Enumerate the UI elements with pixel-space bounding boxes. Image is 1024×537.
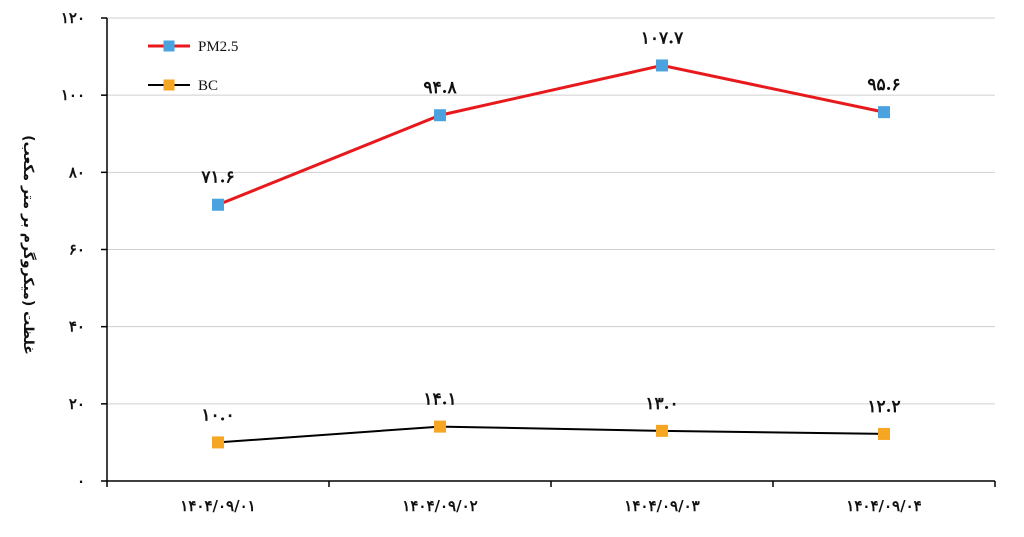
series — [212, 59, 890, 449]
data-label: ۱۰.۰ — [201, 405, 234, 425]
legend-marker-swatch — [163, 79, 175, 91]
x-tick-label: ۱۴۰۴/۰۹/۰۴ — [846, 497, 921, 515]
x-tick-label: ۱۴۰۴/۰۹/۰۱ — [180, 497, 255, 515]
data-point-marker — [878, 427, 890, 440]
data-label: ۷۱.۶ — [200, 168, 234, 188]
y-tick-label: ۲۰ — [69, 395, 85, 413]
data-point-marker — [656, 59, 668, 72]
data-label: ۱۴.۱ — [423, 390, 456, 410]
legend-label: BC — [198, 78, 218, 94]
data-point-marker — [656, 424, 668, 437]
series-line-bc — [217, 425, 885, 444]
data-label: ۱۲.۲ — [867, 397, 900, 417]
y-tick-label: ۱۰۰ — [61, 86, 85, 104]
legend-item: BC — [148, 78, 218, 94]
y-tick-label: ۴۰ — [69, 318, 85, 336]
y-tick-label: ۸۰ — [68, 163, 85, 181]
data-label: ۱۳.۰ — [645, 394, 678, 414]
legend: PM2.5 BC — [148, 39, 238, 94]
data-label: ۹۴.۸ — [423, 78, 457, 98]
data-label: ۱۰۷.۷ — [641, 28, 684, 48]
data-point-marker — [434, 109, 446, 122]
series-line-pm25 — [217, 63, 885, 207]
x-tick-label: ۱۴۰۴/۰۹/۰۳ — [624, 497, 699, 515]
legend-marker-swatch — [163, 40, 175, 52]
x-tick-label: ۱۴۰۴/۰۹/۰۲ — [402, 497, 477, 515]
data-label: ۹۵.۶ — [867, 75, 900, 95]
y-axis-label: غلظت (میکروگرم بر متر مکعب) — [20, 135, 37, 355]
legend-item: PM2.5 — [148, 39, 238, 55]
data-labels: ۷۱.۶ ۹۴.۸ ۱۰۷.۷ ۹۵.۶ ۱۰.۰ ۱۴.۱ ۱۳.۰ ۱۲.۲ — [200, 28, 900, 425]
y-tick-label: ۶۰ — [69, 241, 85, 259]
data-point-marker — [212, 436, 224, 449]
y-tick-label: ۰ — [77, 472, 85, 490]
data-point-marker — [878, 106, 890, 119]
y-tick-label: ۱۲۰ — [61, 9, 85, 27]
axes — [101, 17, 996, 487]
y-tick-labels: ۰ ۲۰ ۴۰ ۶۰ ۸۰ ۱۰۰ ۱۲۰ — [61, 9, 85, 490]
x-tick-labels: ۱۴۰۴/۰۹/۰۱ ۱۴۰۴/۰۹/۰۲ ۱۴۰۴/۰۹/۰۳ ۱۴۰۴/۰۹/۰۴ — [180, 497, 921, 515]
legend-label: PM2.5 — [198, 39, 238, 55]
data-point-marker — [212, 198, 224, 211]
gridlines — [107, 17, 995, 405]
data-point-marker — [434, 420, 446, 433]
